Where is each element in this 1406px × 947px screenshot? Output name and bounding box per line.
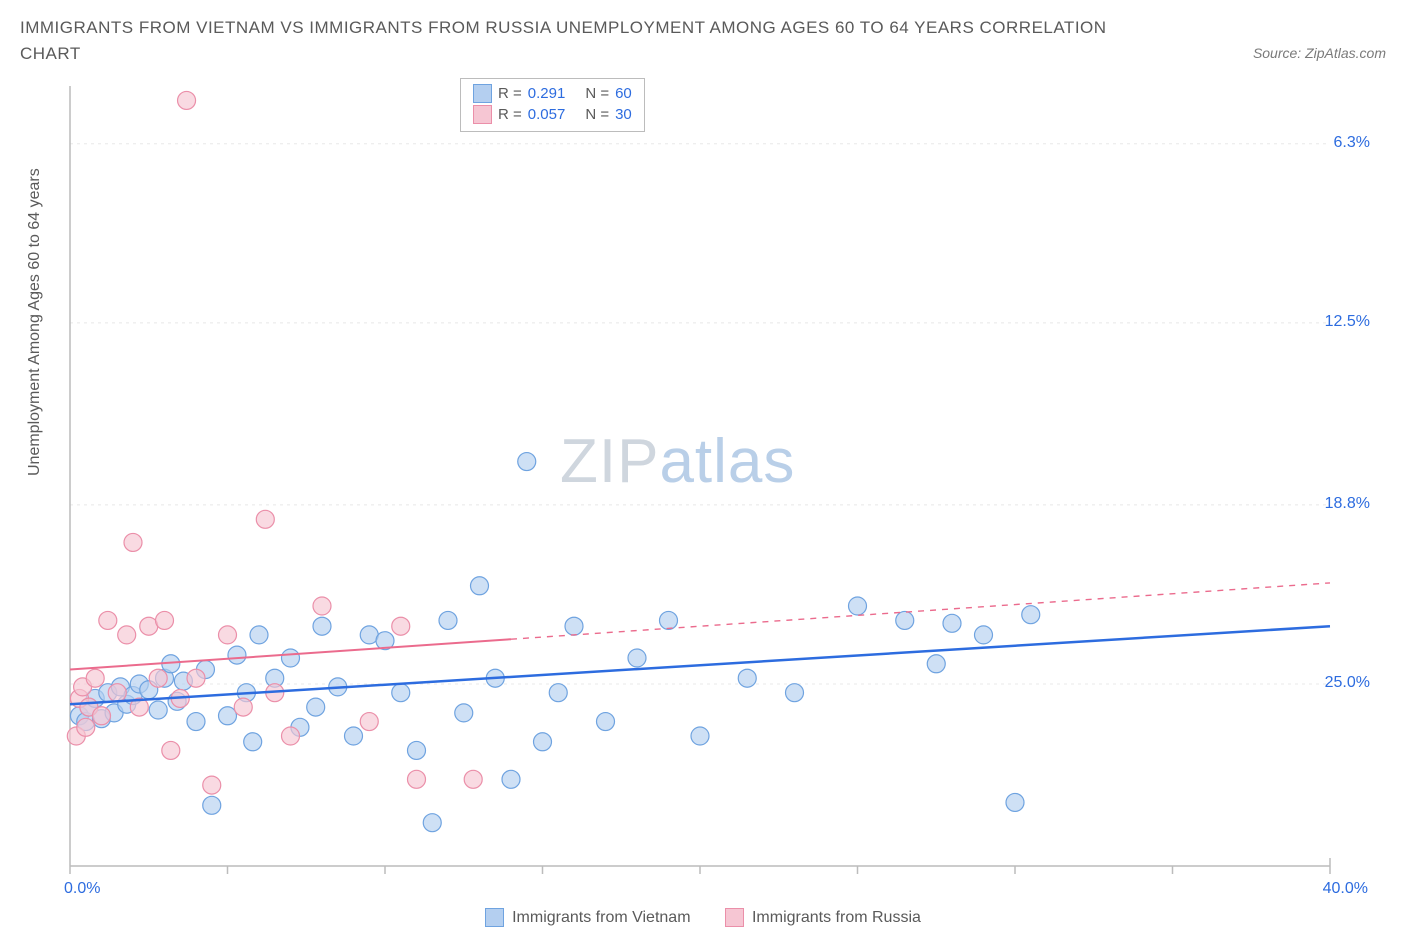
y-axis-label: Unemployment Among Ages 60 to 64 years [26, 168, 44, 476]
bottom-legend: Immigrants from Vietnam Immigrants from … [20, 908, 1386, 932]
legend-swatch-russia [725, 908, 744, 927]
swatch-russia [473, 105, 492, 124]
stats-box: R = 0.291 N = 60 R = 0.057 N = 30 [460, 78, 645, 132]
legend-swatch-vietnam [485, 908, 504, 927]
stats-row-vietnam: R = 0.291 N = 60 [473, 83, 632, 104]
stats-row-russia: R = 0.057 N = 30 [473, 104, 632, 125]
legend-item-russia: Immigrants from Russia [725, 908, 921, 927]
chart-title: IMMIGRANTS FROM VIETNAM VS IMMIGRANTS FR… [20, 15, 1120, 66]
x-start-label: 0.0% [64, 880, 100, 898]
source-credit: Source: ZipAtlas.com [1253, 45, 1386, 61]
legend-item-vietnam: Immigrants from Vietnam [485, 908, 690, 927]
scatter-plot [20, 76, 1370, 876]
chart-container: Unemployment Among Ages 60 to 64 years Z… [20, 76, 1370, 906]
swatch-vietnam [473, 84, 492, 103]
x-end-label: 40.0% [1323, 880, 1368, 898]
